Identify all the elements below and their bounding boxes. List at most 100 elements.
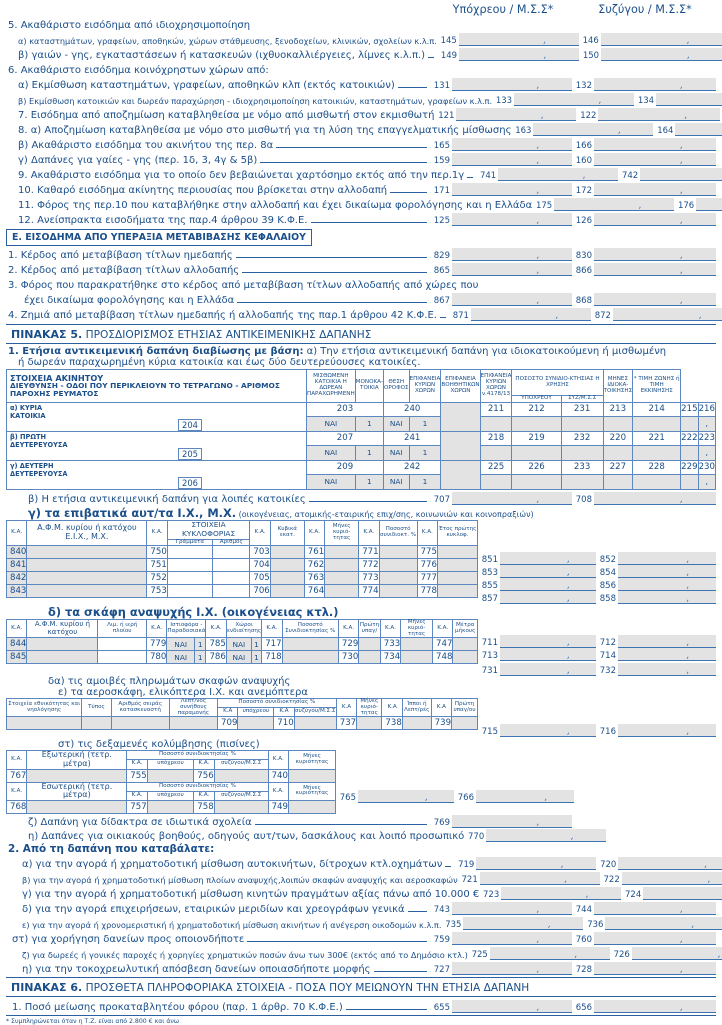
amount-input[interactable]: , <box>594 263 716 276</box>
plate-letters-input[interactable] <box>166 545 214 560</box>
cc-input[interactable] <box>269 584 305 599</box>
power-input[interactable] <box>401 716 432 731</box>
rented-one-cell[interactable]: 1 <box>354 473 385 490</box>
area-input[interactable] <box>26 800 128 815</box>
first-input[interactable] <box>358 637 381 652</box>
amount-input[interactable]: , <box>618 564 716 578</box>
amount-input[interactable]: , <box>500 634 596 648</box>
amount-input[interactable]: , <box>452 815 572 829</box>
amount-input[interactable]: , <box>618 634 716 648</box>
amount-input[interactable]: , <box>452 153 572 166</box>
pct-input[interactable] <box>281 637 339 652</box>
pct-input[interactable] <box>378 584 418 599</box>
amount-input[interactable]: , <box>621 872 722 886</box>
pct-input[interactable] <box>281 650 339 665</box>
meters-input[interactable] <box>452 637 478 652</box>
amount-input[interactable]: , <box>594 932 716 946</box>
plate-letters-input[interactable] <box>166 558 214 573</box>
amount-input[interactable]: , <box>640 168 722 181</box>
amount-input[interactable]: , <box>594 78 716 91</box>
afm-input[interactable] <box>26 558 148 573</box>
afm-input[interactable] <box>26 545 148 560</box>
amount-input[interactable]: , <box>470 308 591 321</box>
sail-one-cell[interactable]: 1 <box>193 650 207 665</box>
amount-input[interactable]: , <box>500 577 596 591</box>
cc-input[interactable] <box>269 558 305 573</box>
amount-input[interactable]: , <box>618 723 716 737</box>
value-input[interactable] <box>560 415 604 432</box>
amount-input[interactable]: , <box>594 183 716 196</box>
pct-input[interactable] <box>378 571 418 586</box>
value-input[interactable] <box>602 473 634 490</box>
amount-input[interactable]: , <box>452 902 572 916</box>
amount-input[interactable]: , <box>501 887 622 901</box>
detached-yes-cell[interactable]: ΝΑΙ <box>383 444 410 461</box>
value-input[interactable]: , <box>697 473 717 490</box>
amount-input[interactable]: , <box>696 198 722 211</box>
amount-input[interactable]: , <box>618 647 716 661</box>
detached-one-cell[interactable]: 1 <box>408 473 442 490</box>
type-input[interactable] <box>81 716 112 731</box>
amount-input[interactable]: , <box>500 564 596 578</box>
amount-input[interactable]: , <box>631 947 722 961</box>
months-input[interactable] <box>356 716 383 731</box>
amount-input[interactable]: , <box>618 577 716 591</box>
amount-input[interactable]: , <box>533 123 654 136</box>
nationality-input[interactable] <box>5 716 83 731</box>
months-input[interactable] <box>400 650 434 665</box>
value-input[interactable] <box>479 444 513 461</box>
amount-input[interactable]: , <box>486 829 607 843</box>
amount-input[interactable]: , <box>463 917 584 931</box>
amount-input[interactable]: , <box>618 590 716 604</box>
value-input[interactable] <box>479 473 513 490</box>
port-input[interactable] <box>97 650 147 665</box>
months-input[interactable] <box>324 584 360 599</box>
months-input[interactable] <box>324 571 360 586</box>
residence-input[interactable] <box>168 716 219 731</box>
plate-number-input[interactable] <box>212 558 251 573</box>
amount-input[interactable]: , <box>358 789 454 803</box>
plate-number-input[interactable] <box>212 571 251 586</box>
amount-input[interactable]: , <box>452 932 572 946</box>
amount-input[interactable]: , <box>479 872 600 886</box>
cabin-yes-cell[interactable]: ΝΑΙ <box>225 637 252 652</box>
afm-input[interactable] <box>26 637 99 652</box>
amount-input[interactable]: , <box>452 263 572 276</box>
amount-input[interactable]: , <box>476 789 574 803</box>
amount-input[interactable]: , <box>500 647 596 661</box>
amount-input[interactable]: , <box>598 108 721 121</box>
amount-input[interactable]: , <box>500 590 596 604</box>
months-input[interactable] <box>287 768 337 783</box>
plate-letters-input[interactable] <box>166 571 214 586</box>
first-input[interactable] <box>451 716 478 731</box>
amount-input[interactable]: , <box>594 293 716 306</box>
value-input[interactable] <box>511 444 562 461</box>
amount-input[interactable]: , <box>618 857 722 871</box>
afm-input[interactable] <box>26 571 148 586</box>
pct-spouse-input[interactable] <box>213 800 269 815</box>
months-input[interactable] <box>324 545 360 560</box>
amount-input[interactable]: , <box>612 308 722 321</box>
year-input[interactable] <box>437 571 478 586</box>
pct-obligor-input[interactable] <box>146 768 195 783</box>
amount-input[interactable]: , <box>452 1000 572 1014</box>
value-input[interactable] <box>632 473 682 490</box>
months-input[interactable] <box>287 800 337 815</box>
value-input[interactable] <box>560 444 604 461</box>
first-input[interactable] <box>358 650 381 665</box>
afm-input[interactable] <box>26 584 148 599</box>
amount-input[interactable]: , <box>459 48 580 61</box>
serial-input[interactable] <box>110 716 170 731</box>
rented-one-cell[interactable]: 1 <box>354 415 385 432</box>
floor-input[interactable] <box>440 401 481 432</box>
sail-yes-cell[interactable]: ΝΑΙ <box>166 650 195 665</box>
amount-input[interactable]: , <box>458 33 579 46</box>
detached-one-cell[interactable]: 1 <box>408 444 442 461</box>
year-input[interactable] <box>437 584 478 599</box>
amount-input[interactable]: , <box>452 293 572 306</box>
item-b-field-1[interactable]: , <box>452 491 572 505</box>
amount-input[interactable]: , <box>554 198 675 211</box>
value-input[interactable]: , <box>697 415 717 432</box>
amount-input[interactable]: , <box>605 917 722 931</box>
amount-input[interactable]: , <box>594 962 716 976</box>
